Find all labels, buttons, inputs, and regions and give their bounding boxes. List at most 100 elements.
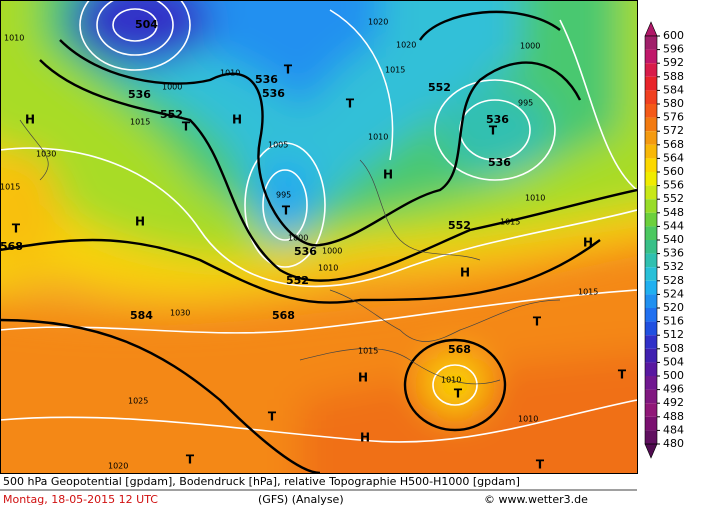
map-labels: 504 536 536 536 552 552 552 536 536 536 … — [0, 18, 627, 472]
scale-label: 528 — [663, 274, 684, 287]
scale-band — [645, 49, 657, 64]
isobar-label: 1000 — [288, 234, 308, 243]
contour-label: 536 — [128, 88, 151, 101]
scale-label: 516 — [663, 315, 684, 328]
scale-band — [645, 104, 657, 118]
caption-model: (GFS) (Analyse) — [258, 493, 344, 506]
isobar-label: 1010 — [4, 34, 24, 43]
scale-band — [645, 348, 657, 363]
scale-label: 556 — [663, 179, 684, 192]
scale-label: 596 — [663, 43, 684, 56]
scale-band — [645, 389, 657, 404]
scale-label: 496 — [663, 383, 684, 396]
coastlines — [19, 119, 561, 385]
scale-label: 500 — [663, 369, 684, 382]
low-marker: T — [346, 97, 355, 111]
scale-band — [645, 63, 657, 77]
scale-band — [645, 90, 657, 104]
low-marker: T — [268, 410, 277, 424]
scale-label: 512 — [663, 328, 684, 341]
scale-arrow — [644, 443, 658, 459]
isobar-label: 1015 — [358, 347, 378, 356]
scale-band — [645, 321, 657, 336]
map-area: 504 536 536 536 552 552 552 536 536 536 … — [0, 0, 637, 473]
isobar-label: 1025 — [128, 397, 148, 406]
isobar-label: 1015 — [130, 118, 150, 127]
scale-label: 592 — [663, 56, 684, 69]
scale-label: 524 — [663, 287, 684, 300]
isobar-label: 1015 — [500, 218, 520, 227]
scale-label: 544 — [663, 219, 684, 232]
scale-band — [645, 294, 657, 308]
high-marker: H — [583, 236, 593, 250]
color-scale: 6005965925885845805765725685645605565525… — [644, 21, 684, 459]
contour-label: 552 — [286, 274, 309, 287]
scale-band — [645, 362, 657, 376]
contour-label: 584 — [130, 309, 153, 322]
scale-label: 568 — [663, 138, 684, 151]
contour-label: 536 — [262, 87, 285, 100]
isobar-label: 1005 — [268, 141, 288, 150]
isobar-label: 995 — [518, 99, 533, 108]
scale-label: 580 — [663, 97, 684, 110]
high-marker: H — [135, 215, 145, 229]
scale-band — [645, 199, 657, 213]
isobar-label: 995 — [276, 191, 291, 200]
high-marker: H — [360, 431, 370, 445]
contour-label: 536 — [255, 73, 278, 86]
low-marker: T — [186, 453, 195, 467]
isobar-label: 1000 — [520, 42, 540, 51]
isobar-label: 1020 — [396, 41, 416, 50]
isobar-label: 1020 — [108, 462, 128, 471]
isobar-label: 1015 — [0, 183, 20, 192]
scale-band — [645, 335, 657, 349]
scale-label: 540 — [663, 233, 684, 246]
scale-band — [645, 253, 657, 268]
scale-label: 560 — [663, 165, 684, 178]
scale-label: 588 — [663, 70, 684, 83]
scale-label: 504 — [663, 355, 684, 368]
scale-label: 532 — [663, 260, 684, 273]
scale-label: 572 — [663, 124, 684, 137]
isobar-label: 1010 — [441, 376, 461, 385]
scale-arrow — [644, 21, 658, 37]
contour-label: 552 — [160, 108, 183, 121]
geopotential-lines — [0, 10, 637, 473]
scale-band — [645, 226, 657, 240]
isobar-label: 1010 — [525, 194, 545, 203]
scale-label: 480 — [663, 437, 684, 450]
scale-label: 576 — [663, 111, 684, 124]
isobar-label: 1000 — [322, 247, 342, 256]
caption-title: 500 hPa Geopotential [gpdam], Bodendruck… — [3, 475, 520, 488]
contour-label: 568 — [272, 309, 295, 322]
scale-label: 520 — [663, 301, 684, 314]
scale-label: 584 — [663, 83, 684, 96]
scale-band — [645, 131, 657, 145]
contour-label: 504 — [135, 18, 158, 31]
scale-label: 508 — [663, 342, 684, 355]
scale-band — [645, 117, 657, 132]
contour-label: 536 — [488, 156, 511, 169]
scale-band — [645, 280, 657, 295]
scale-label: 548 — [663, 206, 684, 219]
low-marker: T — [282, 204, 291, 218]
low-marker: T — [618, 368, 627, 382]
contour-label: 536 — [294, 245, 317, 258]
scale-band — [645, 76, 657, 91]
contour-label: 536 — [486, 113, 509, 126]
high-marker: H — [383, 168, 393, 182]
low-marker: T — [12, 222, 21, 236]
isobar-label: 1010 — [318, 264, 338, 273]
contour-label: 552 — [448, 219, 471, 232]
scale-band — [645, 172, 657, 186]
low-marker: T — [454, 387, 463, 401]
isobar-label: 1030 — [36, 150, 56, 159]
high-marker: H — [25, 113, 35, 127]
scale-band — [645, 308, 657, 322]
scale-label: 536 — [663, 247, 684, 260]
caption-copyright: © www.wetter3.de — [484, 493, 588, 506]
scale-band — [645, 144, 657, 159]
scale-band — [645, 416, 657, 431]
map-frame — [0, 0, 638, 474]
contour-label: 568 — [448, 343, 471, 356]
